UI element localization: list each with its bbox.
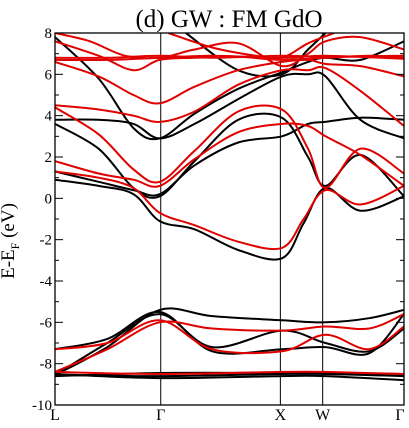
band-line-spin-up: [55, 307, 404, 376]
band-line-spin-down: [55, 65, 404, 127]
y-tick-label: -4: [40, 274, 53, 290]
band-line-spin-down: [55, 58, 404, 105]
band-line-spin-down: [55, 122, 404, 188]
band-line-spin-up: [55, 313, 404, 376]
kpoint-label: Γ: [395, 407, 404, 423]
band-line-spin-down: [55, 370, 404, 376]
y-axis-label-unit: (eV): [0, 203, 19, 243]
band-line-spin-down: [55, 54, 404, 59]
plot-area: -10 -8 -6 -4 -2 0 2 4 6 8 L Γ X W Γ: [32, 26, 405, 424]
y-tick-label: -6: [40, 315, 53, 331]
band-line-spin-down: [55, 170, 404, 251]
band-line-spin-up: [55, 178, 404, 261]
band-line-spin-up: [55, 36, 404, 141]
y-tick-label: 0: [45, 191, 53, 207]
band-line-spin-up: [55, 116, 404, 197]
band-line-spin-down: [168, 33, 335, 60]
y-tick-label: 4: [45, 109, 53, 125]
y-axis-label-subscript: F: [8, 242, 22, 249]
y-tick-label: 8: [45, 26, 53, 42]
y-axis-label: E-EF (eV): [0, 203, 22, 279]
band-line-spin-down: [55, 313, 404, 373]
y-tick-label: 6: [45, 67, 53, 83]
kpoint-label: L: [50, 407, 60, 423]
band-line-spin-down: [55, 54, 404, 62]
y-tick-label: 2: [45, 150, 53, 166]
kpoint-label: Γ: [156, 407, 165, 423]
kpoint-label: X: [275, 407, 287, 423]
y-tick-label: -2: [40, 233, 53, 249]
y-tick-label: -10: [32, 398, 52, 414]
band-line-spin-down: [55, 33, 404, 68]
band-lines: [55, 33, 404, 382]
band-line-spin-up: [55, 372, 404, 378]
kpoint-label: W: [315, 407, 331, 423]
band-line-spin-up: [55, 71, 404, 140]
band-line-spin-down: [55, 104, 404, 190]
band-line-spin-up: [55, 373, 404, 382]
y-axis-label-main: E-E: [0, 249, 19, 279]
y-tick-label: -8: [40, 357, 53, 373]
svg-text:E-EF (eV): E-EF (eV): [0, 203, 22, 279]
band-line-spin-down: [55, 319, 404, 355]
chart-title: (d) GW : FM GdO: [135, 6, 322, 33]
